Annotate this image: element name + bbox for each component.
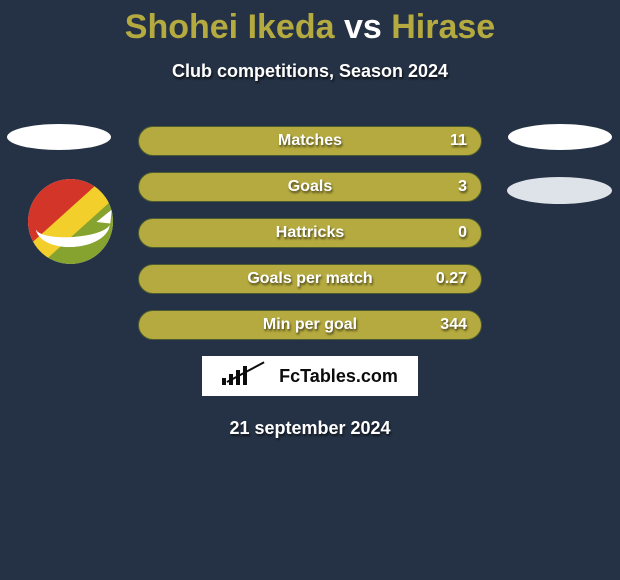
footer-date: 21 september 2024 — [0, 418, 620, 439]
stat-right-value: 3 — [433, 178, 467, 196]
stat-right-value: 0 — [433, 224, 467, 242]
title-player-2: Hirase — [391, 8, 495, 46]
page-title: Shohei Ikeda vs Hirase — [0, 8, 620, 47]
subtitle: Club competitions, Season 2024 — [0, 61, 620, 82]
left-player-oval-1 — [7, 124, 111, 150]
stat-row-goals-per-match: Goals per match 0.27 — [138, 264, 482, 294]
stat-label: Min per goal — [263, 316, 357, 334]
stat-label: Hattricks — [276, 224, 344, 242]
stat-row-min-per-goal: Min per goal 344 — [138, 310, 482, 340]
stat-label: Matches — [278, 132, 342, 150]
stat-label: Goals per match — [247, 270, 372, 288]
team-badge — [28, 179, 113, 264]
stat-row-hattricks: Hattricks 0 — [138, 218, 482, 248]
team-badge-graphic — [28, 179, 113, 264]
brand-trendline-icon — [247, 367, 271, 385]
stat-right-value: 0.27 — [433, 270, 467, 288]
title-vs: vs — [344, 8, 382, 46]
stat-right-value: 11 — [433, 132, 467, 150]
right-player-oval-2 — [507, 177, 612, 204]
title-player-1: Shohei Ikeda — [125, 8, 335, 46]
stat-row-goals: Goals 3 — [138, 172, 482, 202]
brand-box: FcTables.com — [202, 356, 418, 396]
stat-right-value: 344 — [433, 316, 467, 334]
page-container: Shohei Ikeda vs Hirase Club competitions… — [0, 0, 620, 580]
right-player-oval-1 — [508, 124, 612, 150]
brand-text: FcTables.com — [279, 366, 398, 387]
stat-row-matches: Matches 11 — [138, 126, 482, 156]
stat-label: Goals — [288, 178, 332, 196]
